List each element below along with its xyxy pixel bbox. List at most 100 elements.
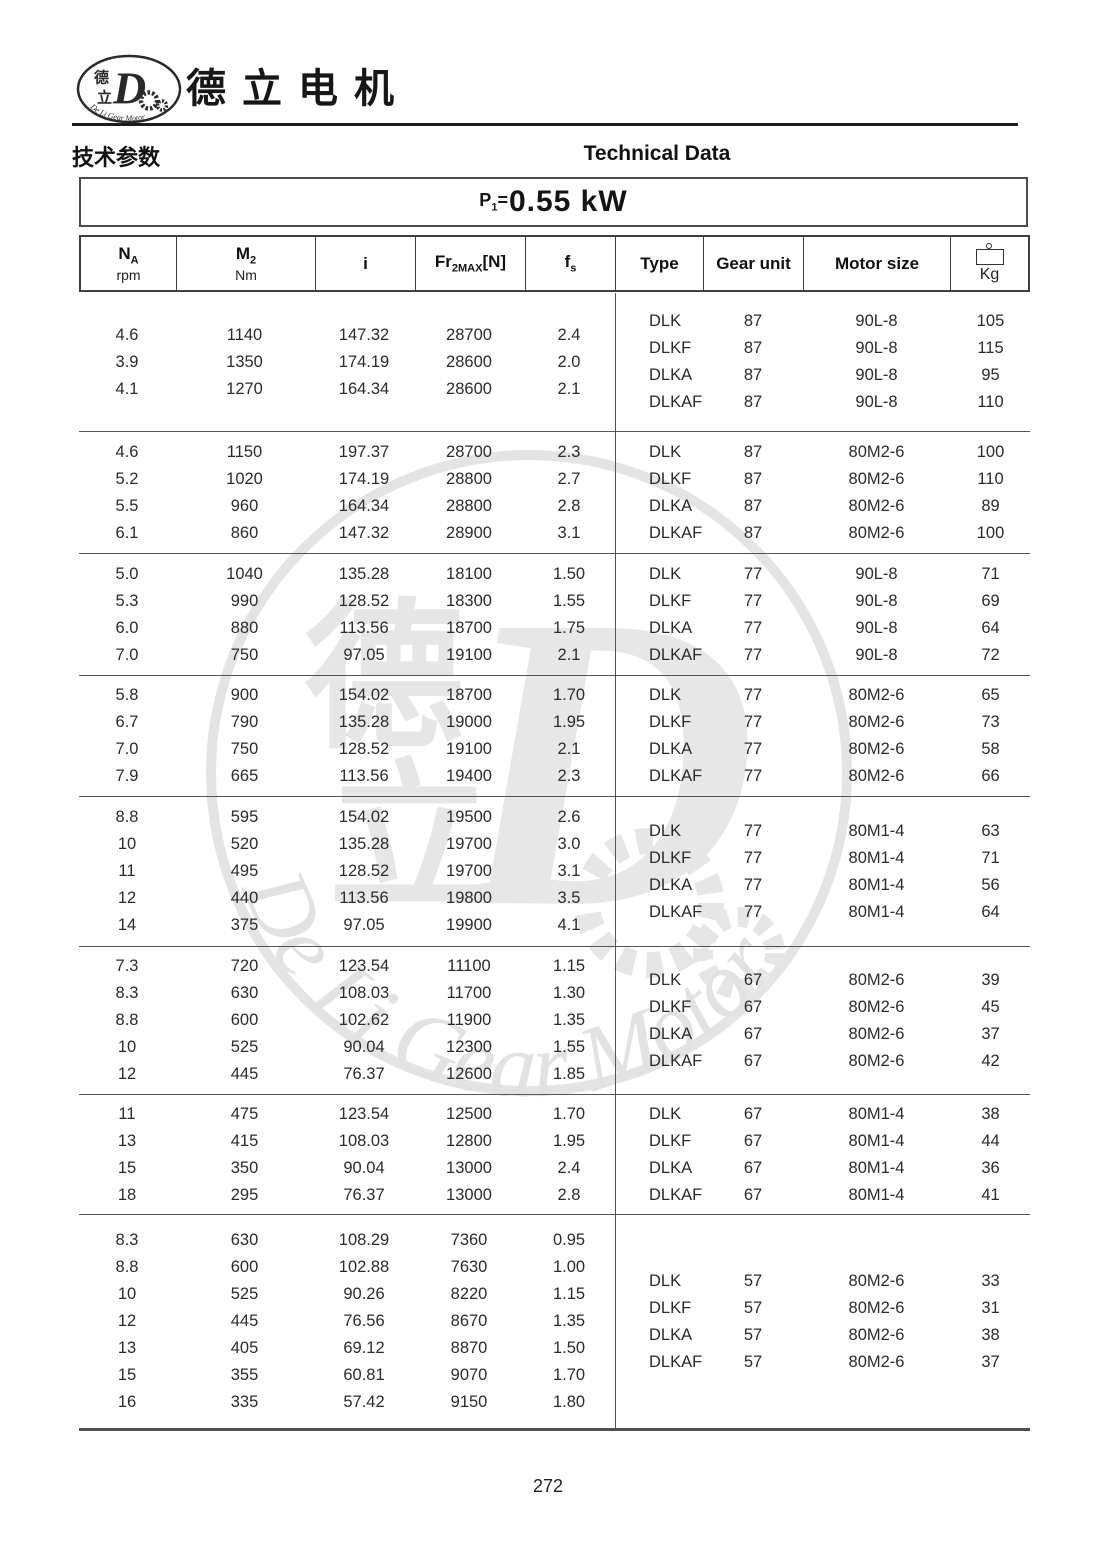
cell-type: DLK (649, 1271, 682, 1290)
cell-motor-size: 80M2-6 (848, 1271, 905, 1290)
cell-motor-size: 80M1-4 (848, 848, 905, 867)
cell-m2: 1150 (226, 442, 263, 461)
cell-gear-unit: 57 (743, 1325, 763, 1344)
table-row: DLKF 87 90L-8 115 (616, 335, 1030, 362)
cell-fr2max: 19100 (446, 740, 492, 758)
cell-i: 102.62 (338, 1011, 390, 1029)
cell-m2: 1040 (226, 564, 263, 583)
cell-kg: 45 (981, 997, 1000, 1016)
cell-m2: 1270 (226, 379, 263, 398)
cell-motor-size: 90L-8 (855, 591, 898, 610)
cell-i: 76.56 (343, 1312, 385, 1330)
block-left-half: 4.6 1150 197.37 28700 2.3 5.2 1020 174.19 28800 2… (79, 432, 615, 553)
cell-motor-size: 80M1-4 (848, 902, 905, 921)
cell-fs: 3.1 (557, 862, 581, 880)
cell-na: 7.0 (115, 645, 139, 664)
cell-m2: 600 (230, 1258, 259, 1276)
table-row: 5.2 1020 174.19 28800 2.7 (79, 466, 615, 493)
cell-fr2max: 19500 (446, 808, 492, 826)
cell-kg: 65 (981, 686, 1000, 704)
cell-m2: 350 (230, 1158, 259, 1177)
cell-m2: 375 (230, 916, 259, 934)
table-row: DLKAF 67 80M2-6 42 (616, 1048, 1030, 1075)
block-right-half: DLK 77 80M1-4 63 DLKF 77 80M1-4 71 DLKA 77 80M1-4 5… (615, 797, 1030, 946)
logo-gear-small-icon (155, 99, 169, 112)
col-header-type: Type (616, 237, 704, 290)
cell-m2: 495 (230, 862, 259, 880)
cell-motor-size: 80M1-4 (848, 1158, 905, 1177)
cell-motor-size: 80M1-4 (848, 1104, 905, 1123)
cell-i: 128.52 (338, 740, 390, 758)
cell-motor-size: 80M2-6 (848, 496, 905, 515)
col-header-kg: Kg (951, 237, 1028, 290)
table-row: 18 295 76.37 13000 2.8 (79, 1182, 615, 1209)
cell-na: 11 (118, 1104, 136, 1123)
cell-kg: 58 (981, 740, 1000, 758)
cell-i: 108.03 (338, 1131, 390, 1150)
cell-motor-size: 80M2-6 (848, 1024, 905, 1043)
cell-na: 16 (117, 1393, 137, 1411)
cell-i: 135.28 (338, 713, 390, 731)
table-row: 5.8 900 154.02 18700 1.70 (79, 682, 615, 709)
cell-fr2max: 18700 (446, 618, 492, 637)
weight-icon (975, 242, 1005, 265)
cell-gear-unit: 67 (743, 1024, 763, 1043)
logo-char-top: 德 (94, 69, 109, 87)
cell-i: 147.32 (338, 523, 390, 542)
table-row: DLK 57 80M2-6 33 (616, 1268, 1030, 1295)
cell-kg: 71 (981, 564, 1000, 583)
table-row: 12 445 76.37 12600 1.85 (79, 1061, 615, 1088)
table-row: 11 495 128.52 19700 3.1 (79, 858, 615, 885)
col-header-fs: fs (526, 237, 616, 290)
cell-kg: 100 (976, 523, 1005, 542)
cell-kg: 36 (981, 1158, 1000, 1177)
cell-fr2max: 8870 (450, 1339, 488, 1357)
cell-gear-unit: 57 (743, 1271, 763, 1290)
table-row: 16 335 57.42 9150 1.80 (79, 1389, 615, 1416)
cell-type: DLK (649, 1104, 682, 1123)
cell-fs: 1.70 (552, 1366, 586, 1384)
data-block: 4.6 1140 147.32 28700 2.4 3.9 1350 174.19 28600 2… (79, 293, 1030, 432)
logo-char-bottom: 立 (97, 89, 112, 107)
table-row: 3.9 1350 174.19 28600 2.0 (79, 349, 615, 376)
table-row: 6.7 790 135.28 19000 1.95 (79, 709, 615, 736)
cell-m2: 630 (230, 1231, 259, 1249)
table-row: DLK 87 90L-8 105 (616, 308, 1030, 335)
cell-gear-unit: 87 (743, 496, 763, 515)
cell-gear-unit: 77 (743, 645, 763, 664)
logo-letter-d: D (112, 63, 146, 114)
cell-kg: 38 (981, 1325, 1000, 1344)
cell-i: 164.34 (338, 379, 390, 398)
cell-motor-size: 80M2-6 (848, 523, 905, 542)
cell-gear-unit: 77 (743, 591, 763, 610)
cell-fs: 2.1 (557, 379, 581, 398)
cell-fr2max: 19700 (446, 862, 492, 880)
cell-na: 14 (117, 916, 137, 934)
table-row: DLKAF 87 90L-8 110 (616, 389, 1030, 416)
page-number: 272 (532, 1476, 564, 1496)
cell-motor-size: 80M2-6 (848, 1352, 905, 1371)
cell-m2: 440 (230, 889, 259, 907)
cell-na: 12 (117, 1312, 137, 1330)
cell-motor-size: 90L-8 (855, 645, 898, 664)
cell-kg: 38 (981, 1104, 1000, 1123)
cell-na: 13 (117, 1131, 137, 1150)
table-row: 7.0 750 97.05 19100 2.1 (79, 642, 615, 669)
data-table-body: 德 立 D De Li Gear Motor 4.6 1140 147.32 2870… (79, 293, 1030, 1431)
cell-i: 174.19 (338, 352, 390, 371)
cell-gear-unit: 77 (743, 875, 763, 894)
cell-kg: 71 (981, 848, 1000, 867)
cell-fr2max: 28700 (446, 325, 492, 344)
cell-kg: 56 (981, 875, 1000, 894)
cell-fr2max: 9150 (450, 1393, 488, 1411)
cell-kg: 72 (981, 645, 1000, 664)
cell-gear-unit: 87 (743, 366, 763, 384)
cell-kg: 41 (981, 1185, 1000, 1204)
table-row: DLKF 77 80M2-6 73 (616, 709, 1030, 736)
cell-i: 113.56 (339, 889, 389, 907)
cell-fs: 1.35 (552, 1312, 586, 1330)
data-block: 8.8 595 154.02 19500 2.6 10 520 135.28 19700 3.0 1… (79, 797, 1030, 947)
cell-motor-size: 80M2-6 (848, 970, 905, 989)
table-row: DLKA 87 90L-8 95 (616, 362, 1030, 389)
block-left-half: 5.8 900 154.02 18700 1.70 6.7 790 135.28 19000 1.… (79, 676, 615, 796)
